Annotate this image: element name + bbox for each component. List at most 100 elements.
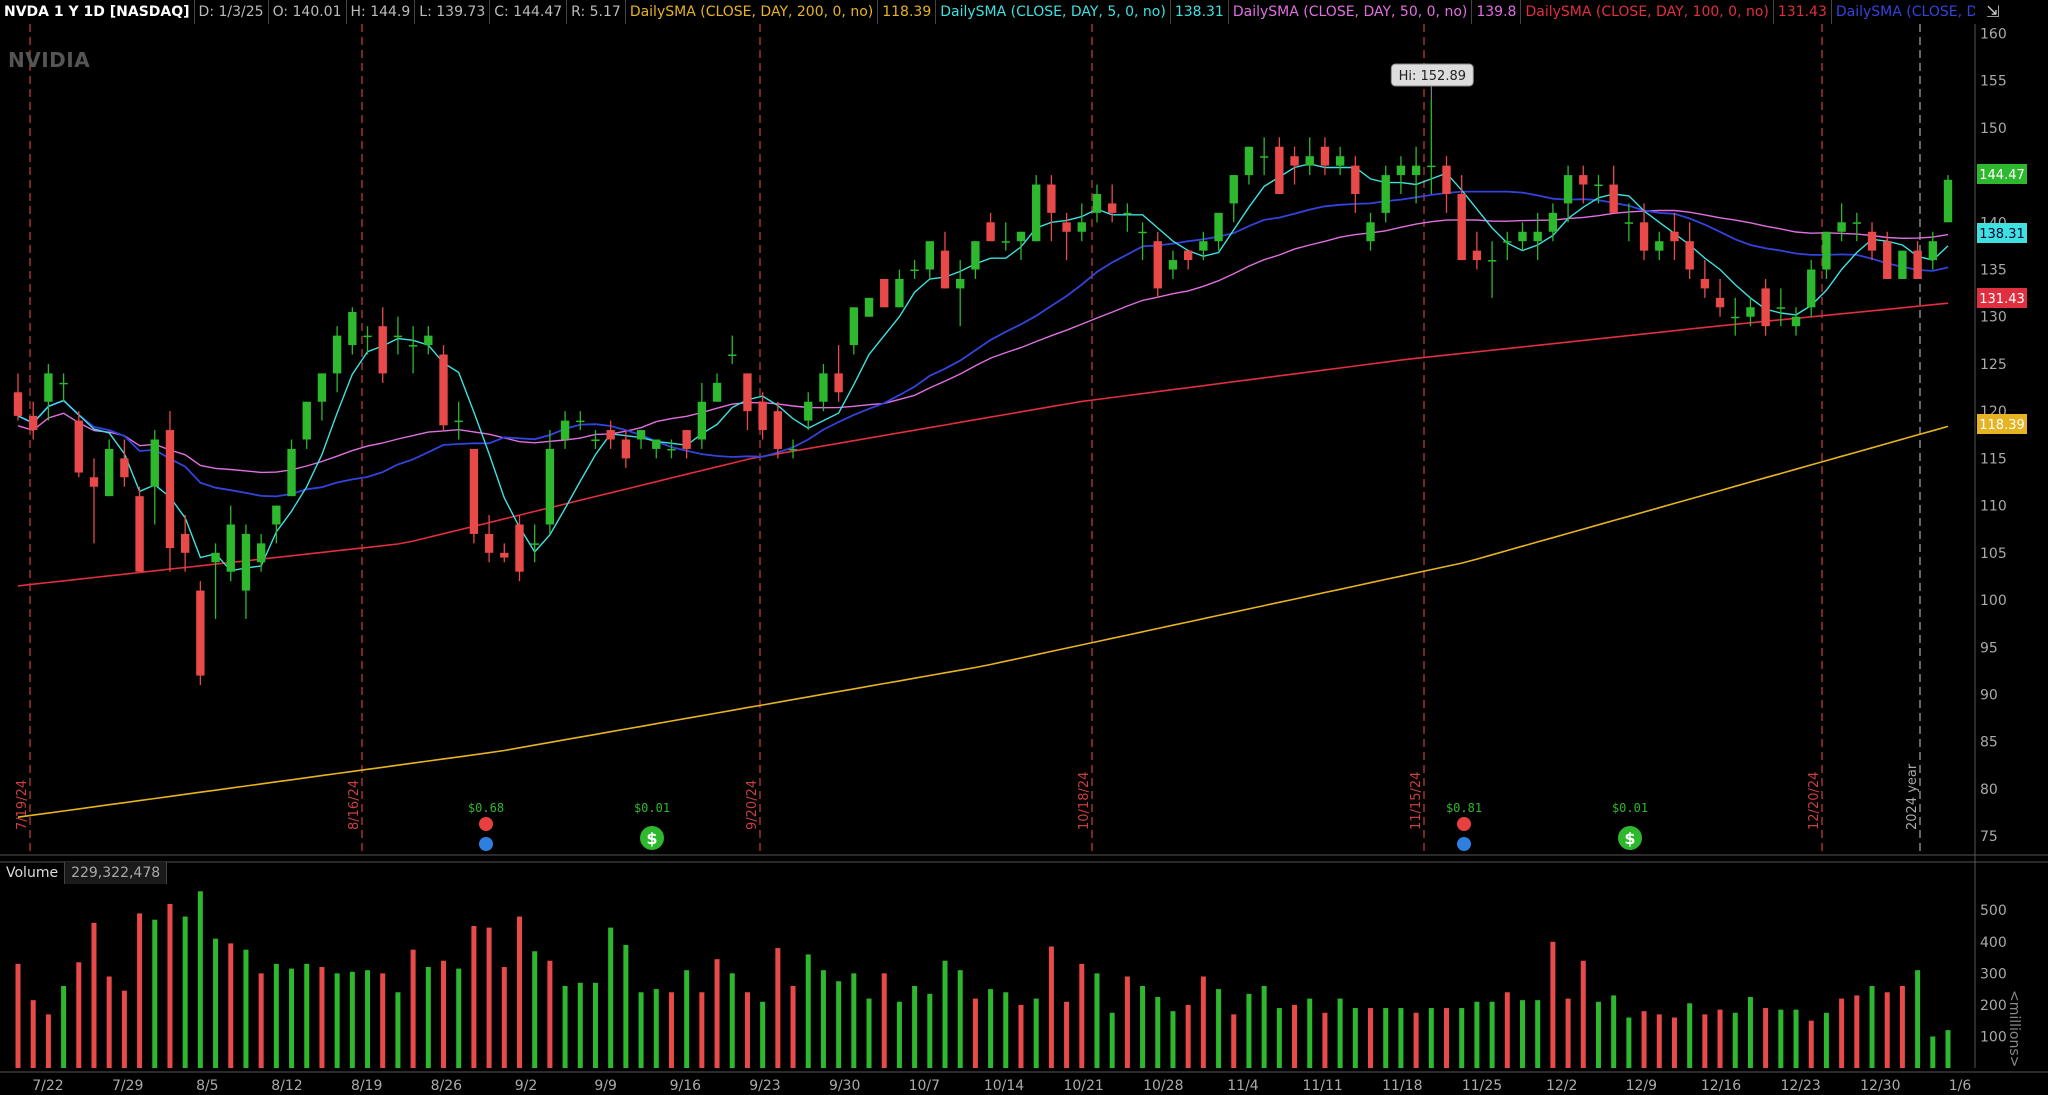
- candle-body: [378, 326, 387, 374]
- volume-bar: [1915, 970, 1921, 1068]
- volume-bar: [1185, 1004, 1191, 1068]
- candle-body: [712, 382, 722, 402]
- candle-body: [1624, 222, 1634, 224]
- x-tick-label: 9/16: [670, 1078, 702, 1094]
- study-value-1: 138.31: [1171, 0, 1229, 24]
- x-tick-label: 8/26: [431, 1078, 463, 1094]
- volume-bar: [1474, 1001, 1480, 1068]
- sma-5-line: [17, 163, 1949, 572]
- volume-bar: [471, 926, 477, 1068]
- volume-bar: [182, 916, 188, 1068]
- volume-bar: [1200, 976, 1206, 1068]
- event-label: 11/15/24: [1409, 772, 1424, 830]
- volume-bar: [516, 916, 522, 1068]
- study-label-0[interactable]: DailySMA (CLOSE, DAY, 200, 0, no): [626, 0, 879, 24]
- candle-body: [1366, 222, 1375, 242]
- candle-body: [484, 533, 494, 553]
- candle-body: [1442, 165, 1451, 194]
- volume-bar: [577, 982, 583, 1068]
- volume-bar: [1763, 1008, 1769, 1068]
- volume-bar: [1018, 1004, 1024, 1068]
- candle-body: [1685, 241, 1694, 270]
- candle-body: [272, 505, 281, 525]
- volume-bar: [1292, 1004, 1298, 1068]
- candle-body: [1563, 175, 1573, 204]
- volume-bar: [1535, 1000, 1541, 1068]
- volume-bar: [1671, 1017, 1677, 1068]
- dividend-label: $0.81: [1446, 801, 1482, 815]
- volume-bar: [744, 992, 750, 1068]
- volume-bar: [501, 967, 507, 1068]
- last-price-tag: [1977, 414, 2027, 434]
- candle-body: [1183, 250, 1193, 261]
- volume-bar: [1246, 993, 1252, 1068]
- candle-body: [1427, 165, 1436, 168]
- hi-callout-box: [1390, 63, 1474, 87]
- candle-body: [788, 448, 798, 451]
- candle-body: [1670, 231, 1679, 242]
- candle-body: [393, 335, 403, 338]
- study-label-3[interactable]: DailySMA (CLOSE, DAY, 100, 0, no): [1521, 0, 1774, 24]
- candle-body: [1275, 146, 1284, 194]
- volume-bar: [1626, 1017, 1632, 1068]
- hi-callout-label: Hi: 152.89: [1399, 69, 1466, 84]
- candle-body: [1396, 165, 1406, 176]
- volume-bar: [1337, 998, 1343, 1068]
- price-tick-label: 160: [1980, 26, 2007, 42]
- candle-body: [1320, 146, 1330, 166]
- candle-body: [1533, 231, 1542, 242]
- volume-tick-label: 200: [1980, 998, 2007, 1014]
- candle-body: [910, 269, 919, 272]
- study-label-1[interactable]: DailySMA (CLOSE, DAY, 5, 0, no): [936, 0, 1171, 24]
- volume-bar: [395, 992, 401, 1068]
- candle-body: [211, 552, 220, 563]
- volume-bar: [76, 962, 82, 1068]
- volume-unit-label: <millions>: [2006, 990, 2022, 1068]
- volume-bar: [957, 970, 963, 1068]
- candle-body: [560, 420, 570, 440]
- volume-bar: [1064, 1001, 1070, 1068]
- candle-body: [1123, 212, 1132, 215]
- candle-body: [1579, 175, 1588, 185]
- study-label-2[interactable]: DailySMA (CLOSE, DAY, 50, 0, no): [1229, 0, 1473, 24]
- candle-body: [1290, 156, 1299, 166]
- volume-bar: [1839, 998, 1845, 1068]
- x-tick-label: 9/23: [749, 1078, 780, 1094]
- symbol-label[interactable]: NVDA 1 Y 1D [NASDAQ]: [0, 0, 195, 24]
- dividend-dollar-glyph: $: [1624, 829, 1635, 848]
- volume-bar: [121, 990, 127, 1068]
- x-tick-label: 12/30: [1860, 1078, 1900, 1094]
- volume-bar: [1930, 1036, 1936, 1068]
- collapse-icon[interactable]: ⇲: [1986, 2, 2000, 21]
- event-label: 9/20/24: [745, 780, 760, 830]
- candle-body: [940, 250, 950, 289]
- volume-bar: [1307, 998, 1313, 1068]
- volume-bar: [167, 903, 173, 1068]
- volume-bar: [896, 1001, 902, 1068]
- candle-body: [1138, 231, 1147, 234]
- volume-bar: [1595, 1001, 1601, 1068]
- x-tick-label: 10/21: [1063, 1078, 1103, 1094]
- event-label: 2024 year: [1905, 763, 1920, 830]
- candle-body: [864, 297, 874, 317]
- last-price-tag: [1977, 288, 2027, 308]
- volume-bar: [1383, 1008, 1389, 1068]
- candle-body: [1199, 241, 1208, 251]
- last-price-tag: [1977, 164, 2027, 184]
- sma-200-line: [17, 425, 1949, 818]
- x-tick-label: 11/11: [1302, 1078, 1342, 1094]
- volume-bar: [1550, 941, 1556, 1068]
- volume-bar: [152, 919, 158, 1068]
- volume-bar: [1899, 985, 1905, 1068]
- volume-bar: [1580, 960, 1586, 1068]
- candle-body: [1062, 222, 1071, 232]
- candle-body: [196, 590, 205, 676]
- candle-body: [1335, 156, 1345, 166]
- candle-body: [1807, 269, 1816, 308]
- price-tick-label: 80: [1980, 782, 1998, 798]
- volume-bar: [1778, 1009, 1784, 1068]
- candle-body: [1032, 184, 1041, 242]
- volume-bar: [820, 970, 826, 1068]
- study-label-4[interactable]: DailySMA (CLOSE, DAY, 20, 0, no): [1832, 0, 1975, 24]
